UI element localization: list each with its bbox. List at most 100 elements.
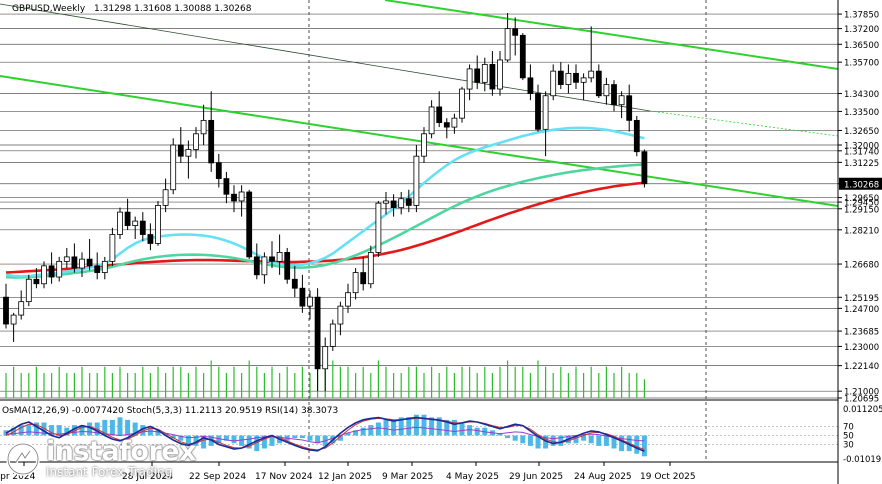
osma-bar	[527, 435, 533, 446]
candle-body	[512, 28, 519, 36]
candle-body	[405, 198, 412, 206]
osma-bar	[550, 435, 556, 446]
osma-bar	[421, 414, 427, 436]
candle-body	[611, 84, 617, 106]
candle-body	[18, 301, 25, 316]
date-tick-label: 19 Oct 2025	[640, 472, 696, 482]
osma-bar	[223, 435, 229, 441]
candle-body	[436, 106, 443, 124]
osma-bar	[581, 435, 587, 441]
current-price-badge	[839, 177, 882, 190]
candle-body	[86, 258, 93, 267]
candle-body	[170, 144, 177, 191]
price-tick-label: 1.36500	[844, 41, 879, 51]
oscillator-panel	[0, 399, 838, 463]
osma-bar	[543, 435, 549, 449]
volume-bars	[5, 348, 646, 398]
osma-bar	[512, 435, 518, 441]
candle-body	[231, 193, 237, 202]
candle-body	[139, 220, 146, 235]
price-tick-label: 1.37850	[844, 11, 879, 21]
osma-bar	[178, 435, 184, 441]
candle-body	[322, 346, 329, 370]
date-tick-label: 24 Aug 2025	[574, 472, 632, 482]
candle-body	[618, 95, 625, 106]
candle-body	[269, 256, 275, 262]
candle-body	[215, 162, 222, 179]
price-tick-label: 1.29650	[844, 194, 879, 204]
candle-body	[481, 64, 488, 83]
candle-body	[117, 211, 123, 235]
price-tick-label: 1.22140	[844, 362, 879, 372]
date-tick-label: 9 Mar 2025	[382, 472, 433, 482]
candle-body	[443, 122, 450, 128]
ema-mid-line	[5, 163, 645, 279]
candle-body	[155, 205, 161, 244]
osma-bar	[345, 432, 351, 436]
candle-body	[253, 256, 260, 276]
osma-bar	[254, 435, 260, 452]
candle-body	[329, 323, 336, 347]
candle-body	[307, 296, 313, 307]
candle-body	[345, 292, 351, 307]
osma-bar	[64, 427, 70, 436]
price-tick-label: 1.29150	[844, 205, 879, 215]
candle-body	[504, 28, 511, 61]
price-tick-label: 1.25195	[844, 294, 879, 304]
date-tick-label: 12 Jan 2025	[318, 472, 372, 482]
date-tick-label: 28 Jul 2024	[122, 472, 173, 482]
watermark: instaforex Instant Forex Trading	[6, 436, 197, 479]
price-tick-label: 1.23000	[844, 343, 879, 353]
osma-bar	[451, 419, 457, 436]
osma-bar	[102, 419, 108, 436]
candle-body	[375, 202, 382, 253]
candle-body	[466, 68, 473, 90]
instaforex-logo-icon	[6, 441, 40, 476]
osma-bar	[56, 425, 62, 436]
channel-lower-line	[0, 75, 839, 207]
osma-bar	[26, 425, 32, 436]
osma-bar	[619, 435, 625, 452]
candle-body	[109, 234, 116, 262]
price-tick-label: 1.23685	[844, 328, 879, 338]
osma-bar	[125, 419, 131, 436]
candle-body	[200, 119, 207, 135]
candle-body	[56, 260, 63, 278]
watermark-name: instaforex	[46, 436, 197, 467]
date-tick-label: 4 May 2025	[446, 472, 499, 482]
osma-bar	[353, 430, 359, 436]
price-tick-label: 1.31740	[844, 147, 879, 157]
candle-body	[489, 64, 496, 90]
price-tick-label: 1.28210	[844, 226, 879, 236]
candle-body	[48, 265, 55, 278]
candle-body	[10, 314, 17, 325]
price-axis: 1.37850 1.37200 1.36500 1.35700 1.34300 1.335…	[837, 0, 882, 484]
osma-bar	[170, 435, 176, 439]
osma-bar	[436, 417, 442, 436]
date-axis: Apr 2024 28 Jul 2024 22 Sep 2024 17 Nov 202…	[0, 462, 696, 482]
osma-bar	[140, 425, 146, 436]
osma-bar	[201, 435, 207, 449]
osma-bar	[375, 422, 381, 436]
candle-body	[314, 296, 321, 370]
candle-body	[208, 119, 215, 164]
candle-body	[565, 72, 572, 85]
candle-body	[352, 272, 359, 294]
osma-bar	[117, 417, 123, 436]
candle-body	[588, 70, 595, 79]
price-tick-label: 1.34300	[844, 90, 879, 100]
indicator-label: OsMA(12,26,9) -0.0077420 Stoch(5,3,3) 11…	[2, 406, 338, 416]
osma-bar	[459, 422, 465, 436]
candle-body	[550, 70, 557, 97]
candle-body	[238, 191, 245, 202]
candle-body	[390, 200, 397, 209]
osma-bar	[269, 435, 275, 446]
candle-body	[519, 34, 526, 79]
osma-bar	[299, 435, 305, 439]
watermark-tagline: Instant Forex Trading	[46, 465, 173, 479]
symbol-label: GBPUSD,Weekly	[12, 4, 86, 14]
stoch-main-line	[5, 416, 645, 452]
osma-bar	[193, 435, 199, 446]
